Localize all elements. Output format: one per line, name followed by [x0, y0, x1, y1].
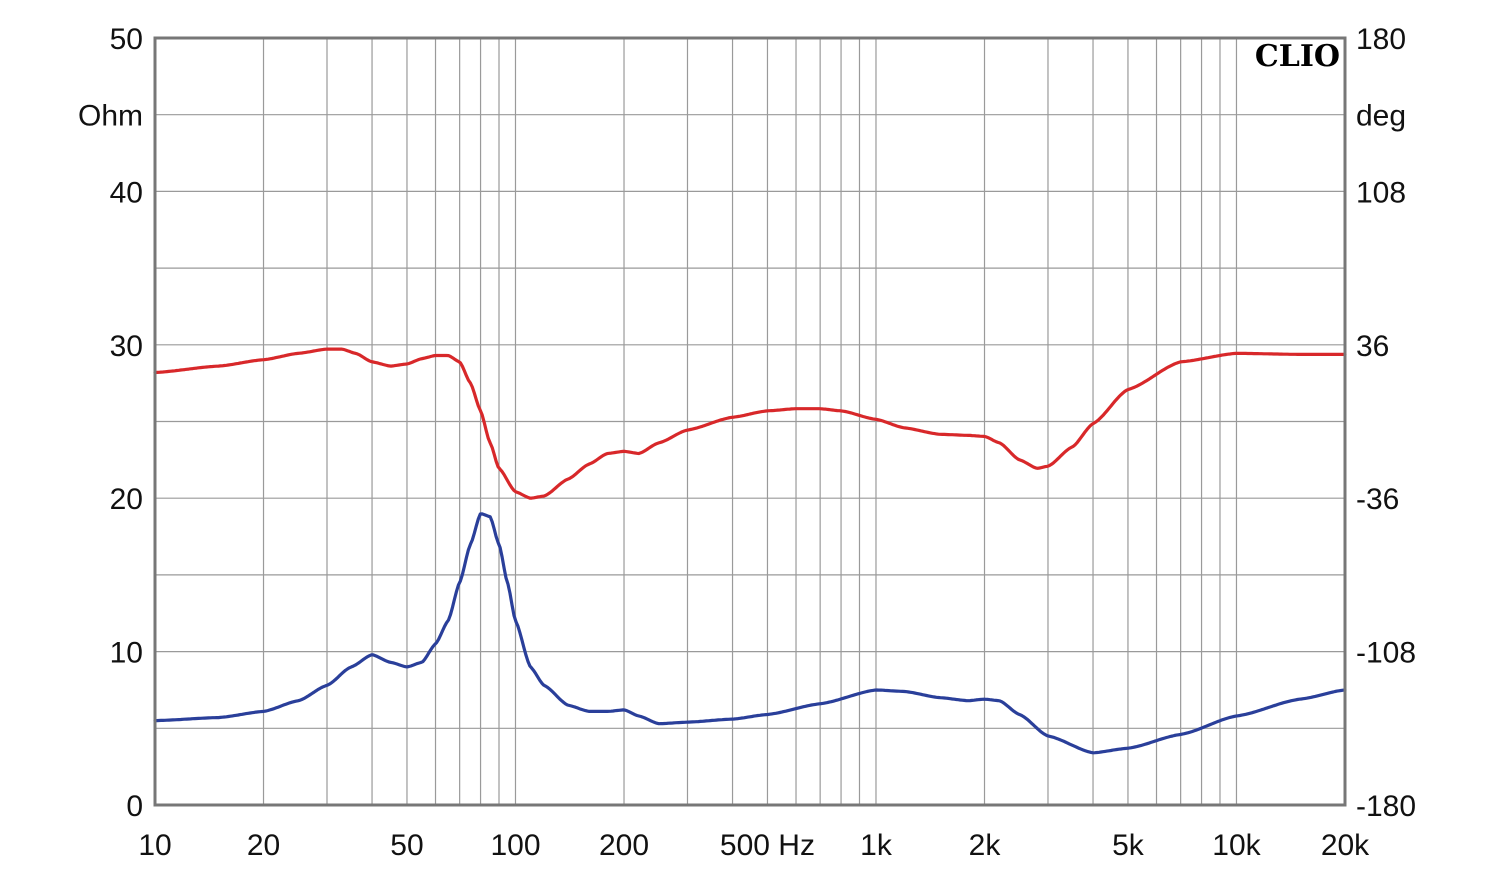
left-y-tick-label: 50: [110, 23, 143, 56]
clio-brand-label: CLIO: [1255, 39, 1340, 74]
left-y-tick-label: 20: [110, 483, 143, 516]
x-tick-label: 20: [247, 829, 280, 862]
right-y-tick-label: 108: [1356, 176, 1406, 209]
left-axis-unit-label: Ohm: [78, 100, 143, 133]
x-tick-label: 2k: [969, 829, 1002, 862]
right-y-tick-label: -36: [1356, 483, 1399, 516]
x-tick-label: 10: [138, 829, 171, 862]
grid-lines: [155, 38, 1345, 805]
right-y-tick-label: 180: [1356, 23, 1406, 56]
left-y-tick-label: 0: [126, 790, 143, 823]
x-tick-label: 50: [390, 829, 423, 862]
left-y-tick-label: 10: [110, 637, 143, 670]
x-tick-label: 500 Hz: [720, 829, 815, 862]
x-tick-label: 200: [599, 829, 649, 862]
axis-labels: 10 20 50 100 200 500 Hz 1k 2k 5k 10k 20k 0 10 20 30 40 5…: [78, 23, 1416, 862]
phase-curve: [153, 347, 1347, 500]
x-tick-label: 100: [490, 829, 540, 862]
left-y-tick-label: 30: [110, 330, 143, 363]
right-y-tick-label: -108: [1356, 637, 1416, 670]
x-tick-label: 20k: [1321, 829, 1370, 862]
x-tick-label: 10k: [1212, 829, 1261, 862]
right-y-tick-label: 36: [1356, 330, 1389, 363]
plot-frame: [153, 36, 1347, 807]
data-series: [153, 347, 1347, 755]
left-y-tick-label: 40: [110, 176, 143, 209]
x-tick-label: 5k: [1112, 829, 1145, 862]
right-y-tick-label: -180: [1356, 790, 1416, 823]
impedance-curve: [153, 512, 1347, 755]
right-axis-unit-label: deg: [1356, 100, 1406, 133]
x-tick-label: 1k: [860, 829, 893, 862]
